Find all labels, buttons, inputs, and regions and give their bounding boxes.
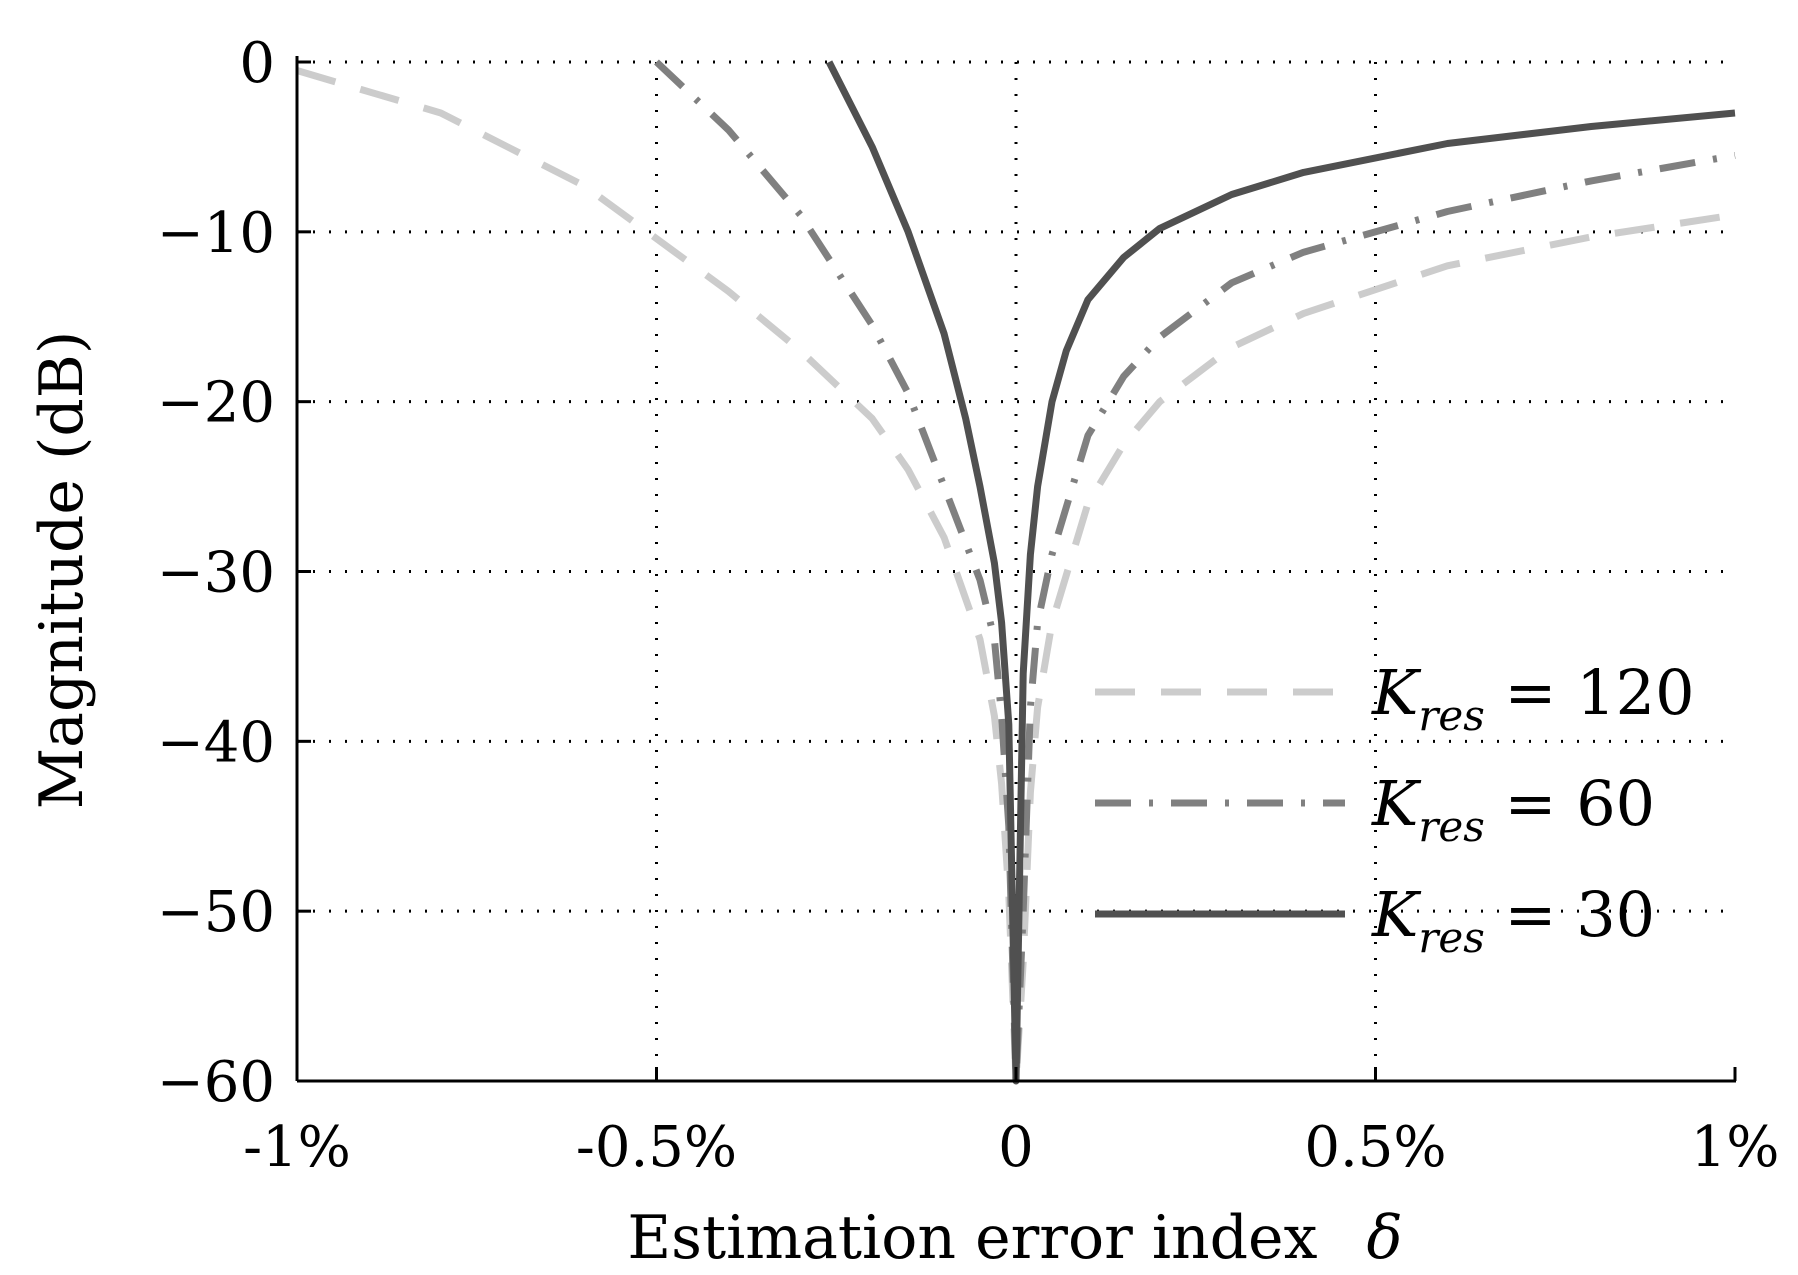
series-line-1 bbox=[654, 59, 1736, 1085]
legend-value-1: = 60 bbox=[1485, 767, 1655, 840]
legend-entry-1: Kres = 60 bbox=[1371, 767, 1655, 851]
x-tick-label-1: -0.5% bbox=[576, 1115, 737, 1180]
y-tick-label-1: −10 bbox=[157, 201, 275, 266]
legend-symbol-2: K bbox=[1371, 878, 1422, 951]
x-axis-symbol: δ bbox=[1366, 1203, 1402, 1273]
y-tick-label-3: −30 bbox=[157, 541, 275, 606]
x-axis-label: Estimation error index bbox=[627, 1203, 1317, 1273]
x-axis-label-group: Estimation error index δ bbox=[627, 1203, 1402, 1273]
legend-value-2: = 30 bbox=[1485, 878, 1655, 951]
x-tick-label-3: 0.5% bbox=[1304, 1115, 1446, 1180]
legend-value-0: = 120 bbox=[1485, 656, 1695, 729]
y-tick-label-5: −50 bbox=[157, 880, 275, 945]
legend-entry-0: Kres = 120 bbox=[1371, 656, 1695, 740]
series-line-2 bbox=[825, 60, 1736, 1085]
y-axis-label: Magnitude (dB) bbox=[27, 331, 97, 810]
legend-subscript-2: res bbox=[1418, 913, 1485, 962]
tick-labels: 0 −10 −20 −30 −40 −50 −60-1% -0.5% 0 0.5% 1% bbox=[157, 31, 1780, 1180]
series-layer bbox=[296, 59, 1736, 1085]
y-tick-label-2: −20 bbox=[157, 371, 275, 436]
y-tick-label-0: 0 bbox=[239, 31, 275, 96]
legend-subscript-1: res bbox=[1418, 802, 1485, 851]
x-tick-label-4: 1% bbox=[1691, 1115, 1780, 1180]
x-tick-label-2: 0 bbox=[998, 1115, 1034, 1180]
legend-symbol-1: K bbox=[1371, 767, 1422, 840]
legend-symbol-0: K bbox=[1371, 656, 1422, 729]
x-tick-label-0: -1% bbox=[243, 1115, 351, 1180]
y-tick-label-4: −40 bbox=[157, 710, 275, 775]
y-tick-label-6: −60 bbox=[157, 1050, 275, 1115]
legend-subscript-0: res bbox=[1418, 691, 1485, 740]
legend-entry-2: Kres = 30 bbox=[1371, 878, 1655, 962]
axes bbox=[295, 56, 1737, 1083]
